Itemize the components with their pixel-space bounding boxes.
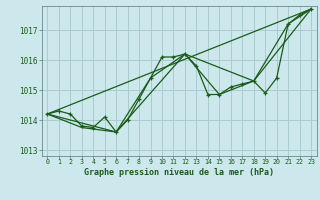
X-axis label: Graphe pression niveau de la mer (hPa): Graphe pression niveau de la mer (hPa)	[84, 168, 274, 177]
